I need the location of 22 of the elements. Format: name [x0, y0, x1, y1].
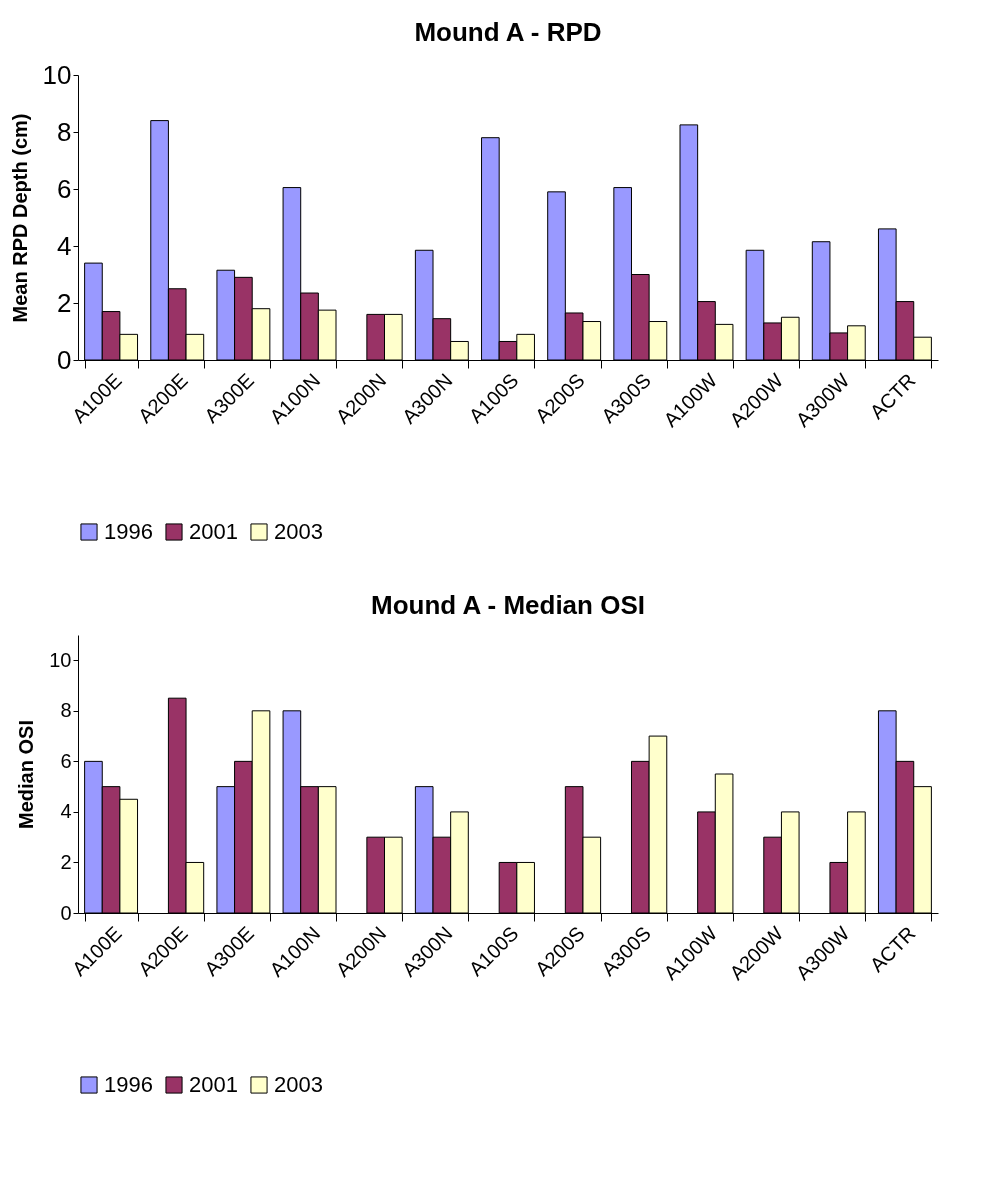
y-tick-label: 4	[60, 800, 72, 823]
y-tick-label: 8	[60, 699, 72, 722]
y-tick-label: 2	[60, 850, 72, 873]
chart-title: Mound A - Median OSI	[371, 590, 645, 620]
y-tick-label: 2	[57, 287, 72, 318]
y-axis-title: Mean RPD Depth (cm)	[8, 113, 31, 323]
legend-label: 2001	[189, 519, 238, 544]
y-tick-label: 10	[49, 648, 72, 671]
legend-label: 2001	[189, 1072, 238, 1097]
legend-label: 2003	[274, 1072, 323, 1097]
y-tick-label: 8	[57, 116, 72, 147]
legend-label: 2003	[274, 519, 323, 544]
y-tick-label: 10	[42, 59, 72, 90]
y-tick-label: 6	[60, 749, 72, 772]
y-axis-title: Median OSI	[15, 720, 38, 829]
y-tick-label: 0	[57, 344, 72, 375]
legend-label: 1996	[104, 1072, 153, 1097]
y-tick-label: 4	[57, 230, 72, 261]
legend-label: 1996	[104, 519, 153, 544]
y-tick-label: 6	[57, 173, 72, 204]
chart-title: Mound A - RPD	[414, 17, 602, 47]
y-tick-label: 0	[60, 901, 72, 924]
